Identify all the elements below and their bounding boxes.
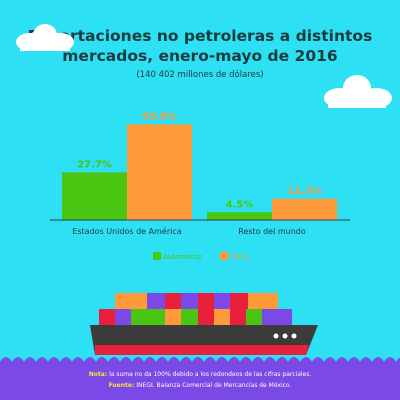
legend-swatch-otros	[220, 252, 228, 260]
data-label: 27.7%	[77, 159, 112, 170]
chart-title-line-1: Exportaciones no petroleras a distintos	[27, 27, 373, 45]
chart-title-line-2: mercados, enero-mayo de 2016	[62, 47, 338, 65]
legend-swatch-automotriz	[153, 252, 161, 260]
data-label: 12.3%	[287, 186, 322, 197]
source-label: Fuente:	[108, 382, 135, 389]
ship-hull-stripe	[95, 345, 309, 355]
source-note: Fuente: INEGI. Balanza Comercial de Merc…	[0, 382, 400, 389]
footnote: Nota: la suma no da 100% debido a los re…	[0, 371, 400, 378]
legend-label-otros: Otros	[230, 253, 249, 261]
bar-otros-2	[272, 198, 337, 220]
porthole-icon	[282, 333, 288, 339]
containers	[99, 293, 292, 325]
cloud-icon	[324, 75, 392, 108]
data-label: 4.5%	[226, 199, 254, 210]
chart-subtitle: (140 402 millones de dólares)	[136, 70, 264, 80]
bar-otros-1	[127, 124, 192, 220]
bar-automotriz-1	[62, 172, 127, 220]
data-label: 55.6%	[142, 111, 177, 122]
cloud-icon	[16, 24, 74, 51]
source-text: INEGI. Balanza Comercial de Mercancías d…	[136, 382, 292, 389]
bar-automotriz-2	[207, 212, 272, 220]
category-label: Estados Unidos de América	[72, 226, 181, 236]
porthole-icon	[273, 333, 279, 339]
bar-chart: 27.7% 55.6% Estados Unidos de América 4.5% 1…	[50, 111, 350, 236]
legend-label-automotriz: Automotriz	[163, 253, 202, 261]
category-label: Resto del mundo	[238, 227, 306, 236]
sea-waves	[0, 357, 400, 400]
cargo-ship-illustration	[90, 293, 318, 355]
legend: Automotriz Otros	[153, 252, 249, 261]
porthole-icon	[291, 333, 297, 339]
chart-title: Exportaciones no petroleras a distintos …	[0, 26, 400, 66]
footnote-label: Nota:	[88, 371, 108, 378]
footnote-text: la suma no da 100% debido a los redondeo…	[109, 371, 312, 378]
